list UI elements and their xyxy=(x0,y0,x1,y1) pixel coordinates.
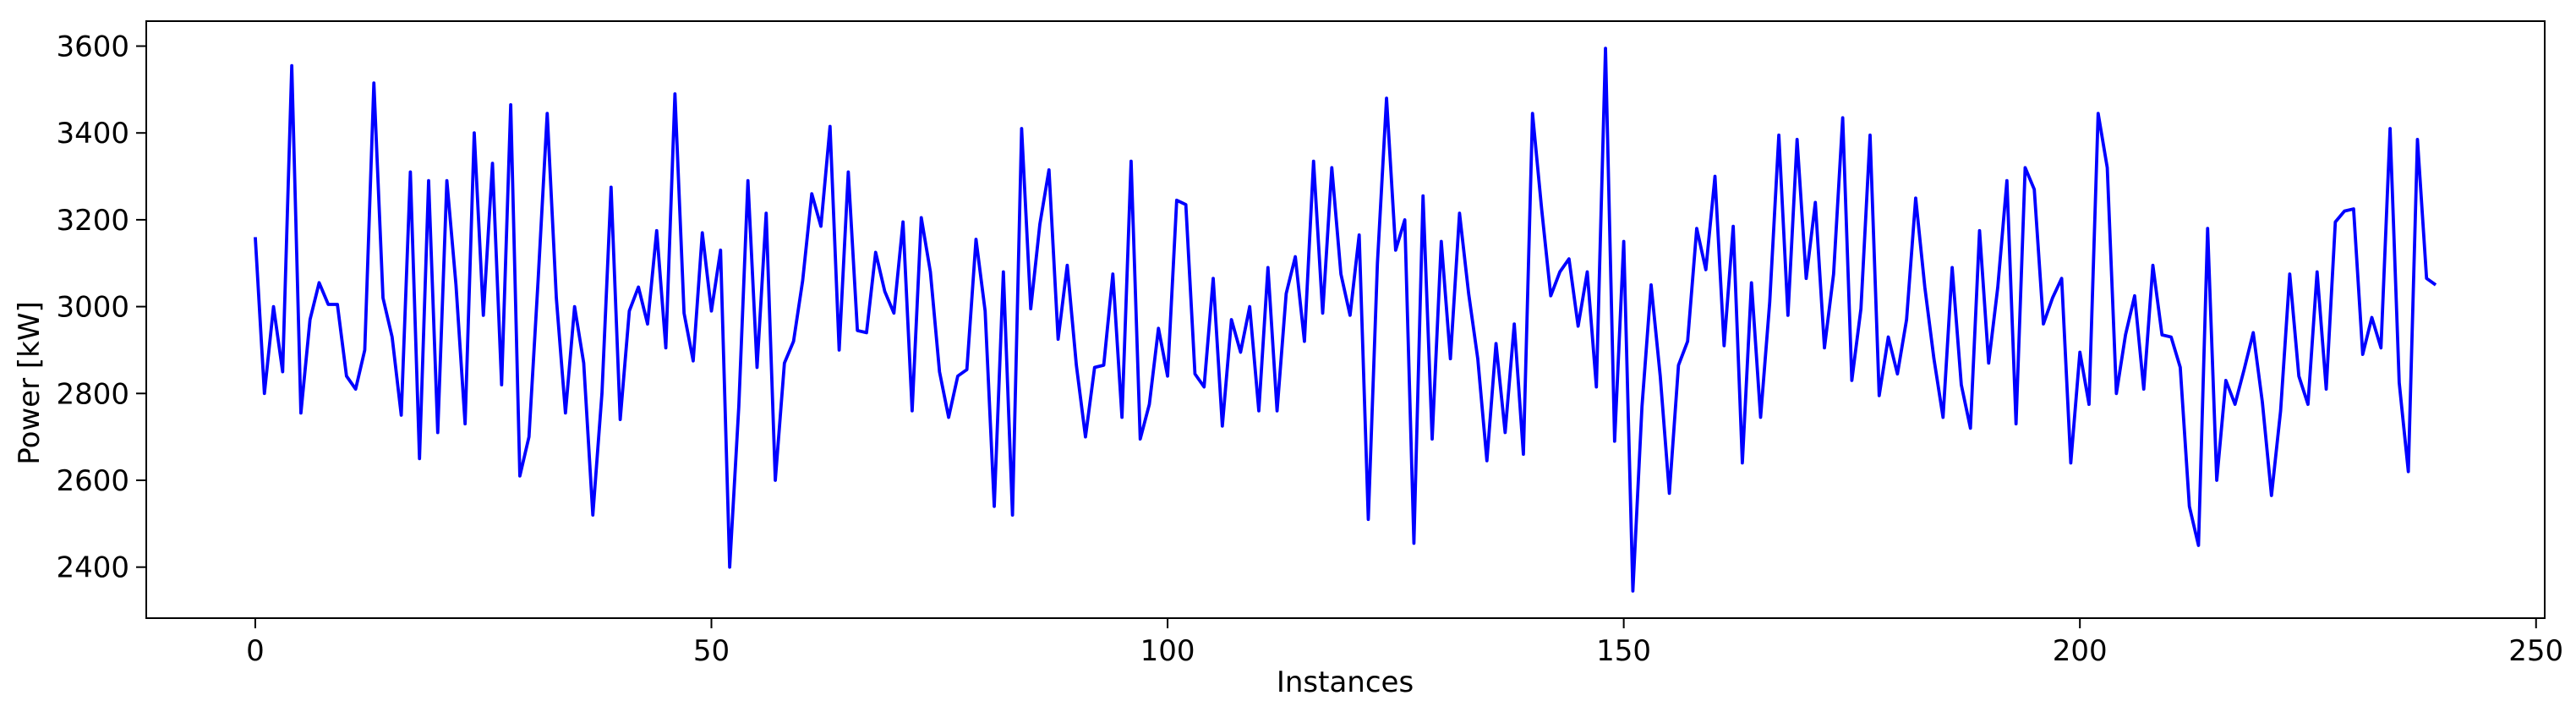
plot-frame xyxy=(145,20,2546,619)
x-tick-label: 100 xyxy=(1140,634,1195,668)
x-tick-label: 250 xyxy=(2508,634,2563,668)
x-tick-label: 50 xyxy=(693,634,730,668)
y-tick-label: 3200 xyxy=(56,204,129,238)
data-line xyxy=(254,47,2437,593)
y-tick-label: 3400 xyxy=(56,117,129,151)
x-tick-label: 150 xyxy=(1596,634,1651,668)
y-tick-label: 2400 xyxy=(56,551,129,585)
y-tick-label: 3600 xyxy=(56,30,129,64)
x-tick-label: 200 xyxy=(2053,634,2108,668)
y-axis-label: Power [kW] xyxy=(13,301,46,464)
y-tick-label: 2600 xyxy=(56,464,129,498)
x-axis-label: Instances xyxy=(1277,665,1414,699)
y-tick-label: 2800 xyxy=(56,377,129,411)
y-tick-label: 3000 xyxy=(56,291,129,325)
x-tick-label: 0 xyxy=(246,634,265,668)
